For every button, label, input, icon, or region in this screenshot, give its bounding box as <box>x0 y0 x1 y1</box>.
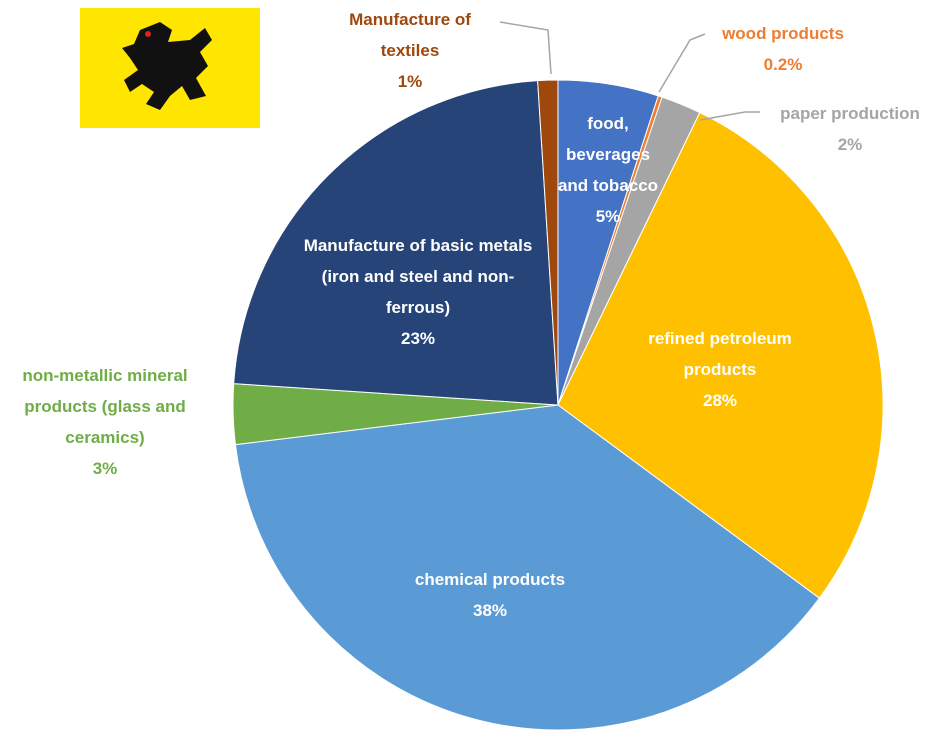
pie-slice <box>233 80 559 406</box>
slice-label: refined petroleum products 28% <box>610 323 830 416</box>
slice-label: chemical products 38% <box>360 564 620 626</box>
leader-line <box>499 21 552 75</box>
category-label: Manufacture of textiles <box>349 10 471 60</box>
pie <box>232 79 884 731</box>
flag-tongue <box>145 31 151 37</box>
value-label: 38% <box>472 601 508 620</box>
value-label: 5% <box>595 207 621 226</box>
slice-label: non-metallic mineral products (glass and… <box>0 360 213 484</box>
category-label: paper production <box>780 104 920 123</box>
value-label: 1% <box>397 72 423 91</box>
slice-label: paper production 2% <box>750 98 933 160</box>
category-label: chemical products <box>414 570 566 589</box>
category-label: wood products <box>722 24 844 43</box>
category-label: food, beverages and tobacco <box>557 114 659 195</box>
pie-slice <box>537 79 559 406</box>
leader-lines <box>499 21 760 121</box>
slice-label: Manufacture of basic metals (iron and st… <box>303 230 533 354</box>
category-label: Manufacture of basic metals (iron and st… <box>303 236 533 317</box>
value-label: 23% <box>400 329 436 348</box>
slice-label: food, beverages and tobacco 5% <box>553 108 663 232</box>
slice-label: wood products 0.2% <box>683 18 883 80</box>
leader-line <box>699 111 760 121</box>
slice-label: Manufacture of textiles 1% <box>325 4 495 97</box>
value-label: 3% <box>92 459 118 478</box>
value-label: 28% <box>702 391 738 410</box>
flag <box>80 8 260 128</box>
pie-slice <box>234 404 821 731</box>
category-label: refined petroleum products <box>648 329 792 379</box>
value-label: 0.2% <box>763 55 803 74</box>
pie-slice <box>557 111 884 599</box>
category-label: non-metallic mineral products (glass and… <box>22 366 188 447</box>
value-label: 2% <box>837 135 863 154</box>
leader-line <box>658 33 706 93</box>
flag-lion <box>122 22 212 110</box>
